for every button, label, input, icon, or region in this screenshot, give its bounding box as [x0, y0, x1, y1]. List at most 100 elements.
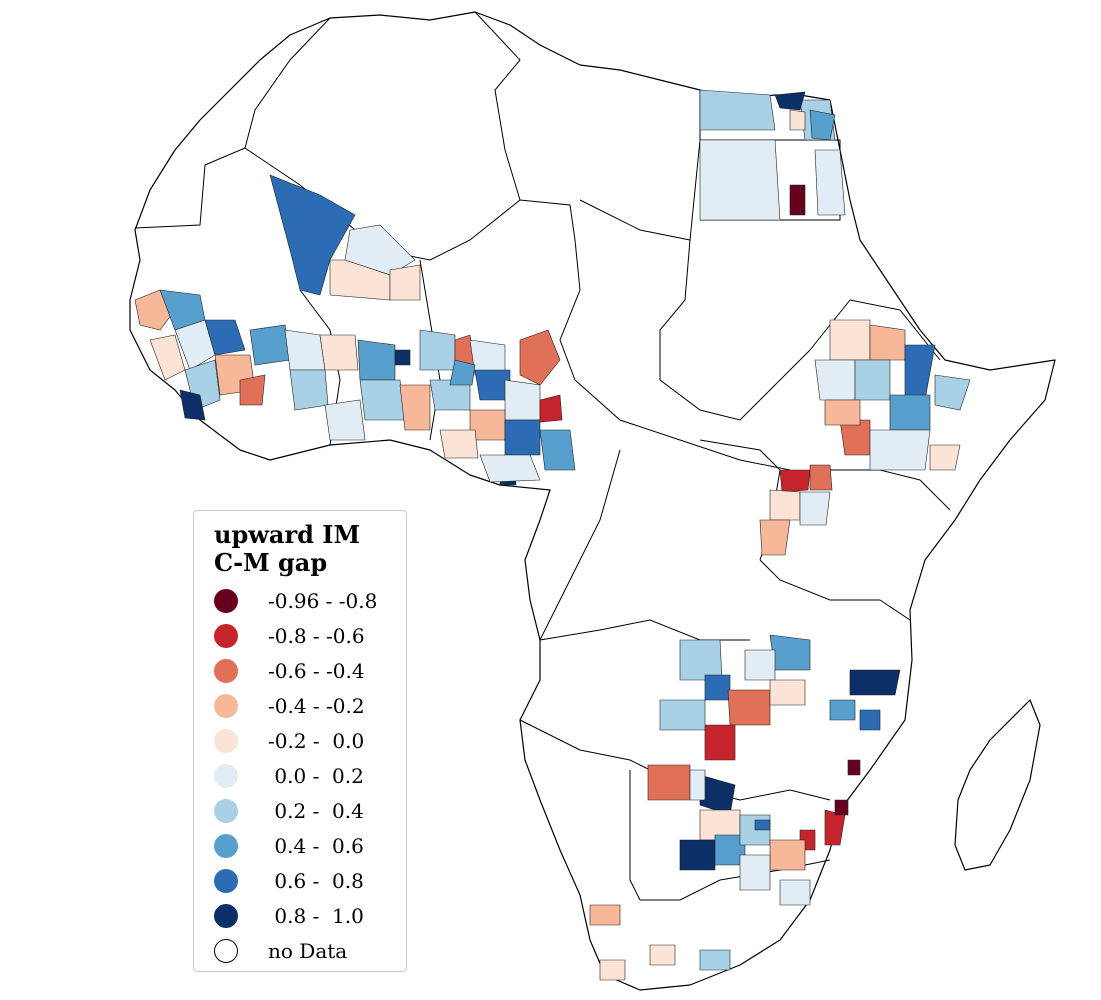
legend-item: -0.2 - 0.0: [214, 723, 406, 758]
map-region: [504, 379, 541, 421]
legend-swatch: [214, 763, 238, 788]
map-region: [449, 359, 476, 386]
legend-label: 0.6 - 0.8: [268, 868, 364, 893]
map-legend: upward IM C-M gap -0.96 - -0.8 -0.8 - -0.…: [193, 510, 407, 972]
legend-item: -0.8 - -0.6: [214, 618, 406, 653]
map-region: [357, 339, 396, 381]
map-region: [847, 759, 861, 776]
legend-title: upward IM C-M gap: [214, 520, 361, 577]
map-region: [679, 839, 716, 871]
region-group-ethiopia: [814, 319, 971, 471]
map-region: [779, 879, 811, 906]
map-region: [869, 324, 906, 361]
map-region: [179, 389, 206, 421]
region-group-uganda: [759, 464, 833, 556]
map-region: [934, 374, 971, 411]
legend-swatch: [214, 798, 238, 823]
map-region: [504, 419, 541, 456]
legend-swatch: [214, 658, 238, 683]
legend-item: 0.2 - 0.4: [214, 793, 406, 828]
map-region: [439, 429, 479, 459]
map-region: [324, 399, 366, 441]
legend-label: 0.8 - 1.0: [268, 903, 364, 928]
map-region: [814, 149, 846, 216]
map-region: [539, 394, 563, 423]
map-region: [249, 324, 291, 366]
map-region: [389, 264, 421, 301]
map-region: [649, 944, 676, 966]
map-region: [739, 854, 771, 891]
map-region: [769, 489, 801, 521]
legend-items: -0.96 - -0.8 -0.8 - -0.6 -0.6 - -0.4 -0.4 -…: [214, 583, 406, 968]
map-region: [704, 724, 736, 761]
map-region: [704, 674, 731, 701]
legend-item: no Data: [214, 933, 406, 968]
legend-label: 0.4 - 0.6: [268, 833, 364, 858]
map-region: [774, 91, 806, 111]
map-region: [359, 379, 406, 421]
map-region: [789, 109, 806, 131]
legend-item: -0.96 - -0.8: [214, 583, 406, 618]
map-region: [679, 639, 723, 681]
legend-label: no Data: [268, 938, 348, 963]
madagascar: [954, 699, 1041, 871]
legend-swatch: [214, 728, 238, 753]
legend-swatch: [214, 588, 238, 613]
map-region: [854, 359, 891, 401]
legend-item: -0.6 - -0.4: [214, 653, 406, 688]
legend-swatch: [214, 903, 238, 928]
map-region: [394, 349, 411, 366]
map-region: [769, 679, 806, 706]
legend-swatch: [214, 693, 238, 718]
map-region: [699, 949, 731, 971]
legend-label: -0.96 - -0.8: [268, 588, 378, 613]
map-region: [779, 469, 811, 493]
legend-swatch: [214, 938, 238, 963]
region-group-west-africa: [134, 174, 431, 441]
legend-swatch: [214, 623, 238, 648]
map-region: [759, 519, 791, 556]
region-group-southern-africa: [589, 634, 901, 981]
legend-swatch: [214, 868, 238, 893]
map-region: [659, 699, 706, 731]
legend-item: 0.8 - 1.0: [214, 898, 406, 933]
map-region: [889, 394, 931, 431]
map-region: [799, 491, 831, 526]
map-region: [744, 649, 776, 681]
map-region: [769, 634, 811, 671]
map-region: [204, 319, 246, 356]
map-region: [284, 329, 326, 371]
region-group-egypt: [699, 89, 846, 221]
legend-item: 0.6 - 0.8: [214, 863, 406, 898]
map-region: [647, 764, 691, 801]
map-region: [929, 444, 961, 471]
legend-swatch: [214, 833, 238, 858]
map-region: [814, 359, 856, 401]
map-region: [599, 959, 626, 981]
map-region: [519, 329, 561, 386]
map-region: [419, 329, 456, 371]
map-region: [239, 374, 266, 406]
map-region: [399, 384, 431, 431]
legend-item: 0.0 - 0.2: [214, 758, 406, 793]
legend-label: -0.4 - -0.2: [268, 693, 365, 718]
map-region: [479, 454, 541, 483]
map-region: [289, 369, 329, 411]
map-region: [834, 799, 849, 816]
map-region: [869, 429, 931, 471]
map-region: [269, 174, 356, 296]
map-region: [727, 689, 771, 726]
legend-item: 0.4 - 0.6: [214, 828, 406, 863]
map-region: [829, 699, 856, 721]
map-region: [829, 319, 871, 361]
legend-label: -0.2 - 0.0: [268, 728, 365, 753]
map-region: [319, 334, 359, 371]
map-region: [789, 184, 806, 216]
map-region: [699, 89, 776, 131]
region-group-nigeria-cameroon: [419, 329, 576, 486]
map-region: [809, 464, 833, 491]
map-region: [344, 224, 416, 276]
map-region: [769, 839, 806, 871]
map-region: [539, 429, 576, 471]
